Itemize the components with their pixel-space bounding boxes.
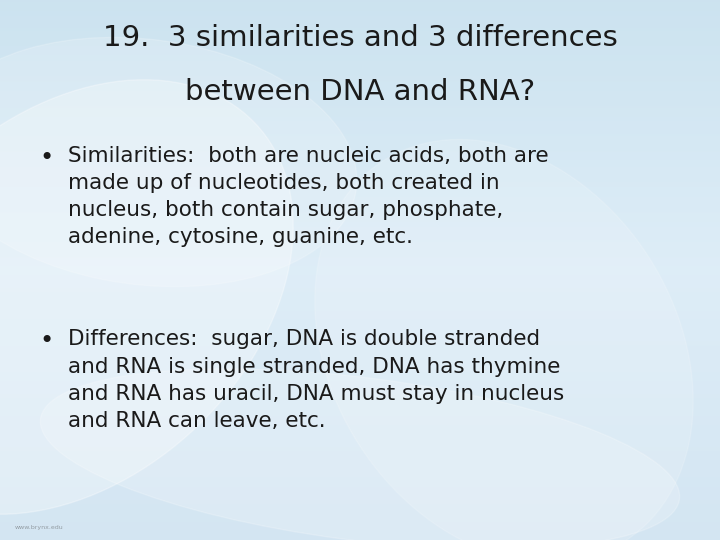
- Text: Differences:  sugar, DNA is double stranded
and RNA is single stranded, DNA has : Differences: sugar, DNA is double strand…: [68, 329, 564, 431]
- Text: www.brynx.edu: www.brynx.edu: [14, 525, 63, 530]
- Text: •: •: [40, 329, 54, 353]
- Ellipse shape: [0, 37, 357, 287]
- Text: 19.  3 similarities and 3 differences: 19. 3 similarities and 3 differences: [103, 24, 617, 52]
- Text: between DNA and RNA?: between DNA and RNA?: [185, 78, 535, 106]
- Text: •: •: [40, 146, 54, 170]
- Text: Similarities:  both are nucleic acids, both are
made up of nucleotides, both cre: Similarities: both are nucleic acids, bo…: [68, 146, 549, 247]
- Ellipse shape: [315, 139, 693, 540]
- Ellipse shape: [0, 80, 293, 514]
- Ellipse shape: [40, 369, 680, 540]
